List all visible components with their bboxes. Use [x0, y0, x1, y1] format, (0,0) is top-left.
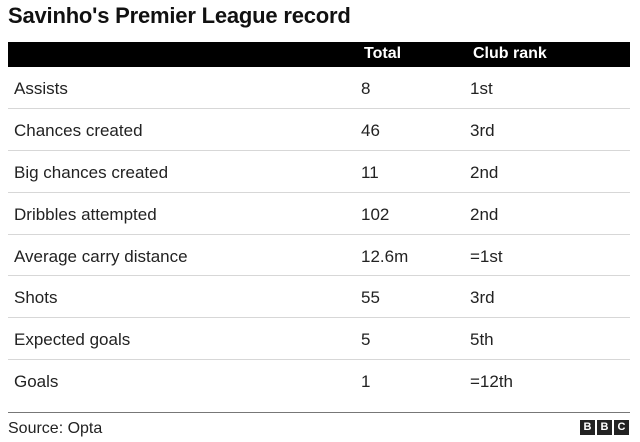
table-row: Shots 55 3rd [8, 276, 630, 319]
header-total: Total [364, 45, 402, 62]
row-total: 46 [361, 120, 380, 140]
row-rank: =12th [470, 372, 514, 392]
logo-letter: B [597, 420, 612, 435]
row-rank: 3rd [470, 120, 495, 140]
row-label: Average carry distance [14, 246, 188, 266]
row-label: Goals [14, 372, 59, 392]
row-label: Big chances created [14, 162, 169, 182]
table-row: Big chances created 11 2nd [8, 151, 630, 193]
table-row: Assists 8 1st [8, 67, 630, 109]
bbc-logo: B B C [580, 420, 629, 436]
header-club-rank: Club rank [473, 45, 547, 62]
row-label: Expected goals [14, 330, 131, 350]
row-total: 102 [361, 204, 390, 224]
table-header: Total Club rank [8, 42, 630, 67]
row-rank: 3rd [470, 288, 495, 308]
table-row: Dribbles attempted 102 2nd [8, 193, 630, 235]
row-total: 12.6m [361, 246, 409, 266]
logo-letter: B [580, 420, 595, 435]
logo-letter: C [614, 420, 629, 435]
row-label: Dribbles attempted [14, 204, 157, 224]
footer-divider [8, 412, 630, 413]
table-row: Average carry distance 12.6m =1st [8, 235, 630, 277]
table-row: Chances created 46 3rd [8, 109, 630, 151]
source-note: Source: Opta [8, 420, 103, 437]
row-total: 5 [361, 330, 371, 350]
table-row: Goals 1 =12th [8, 360, 630, 402]
chart-title: Savinho's Premier League record [8, 3, 351, 28]
row-rank: 2nd [470, 204, 499, 224]
row-total: 1 [361, 372, 371, 392]
row-total: 55 [361, 288, 380, 308]
row-label: Shots [14, 288, 58, 308]
row-total: 8 [361, 79, 371, 98]
stats-table: Total Club rank Assists 8 1st Chances cr… [8, 42, 630, 402]
row-label: Assists [14, 79, 68, 98]
row-total: 11 [361, 162, 379, 182]
table-row: Expected goals 5 5th [8, 318, 630, 361]
row-rank: 1st [470, 79, 493, 98]
row-label: Chances created [14, 120, 143, 140]
row-rank: =1st [470, 246, 503, 266]
row-rank: 2nd [470, 162, 499, 182]
row-rank: 5th [470, 330, 494, 350]
